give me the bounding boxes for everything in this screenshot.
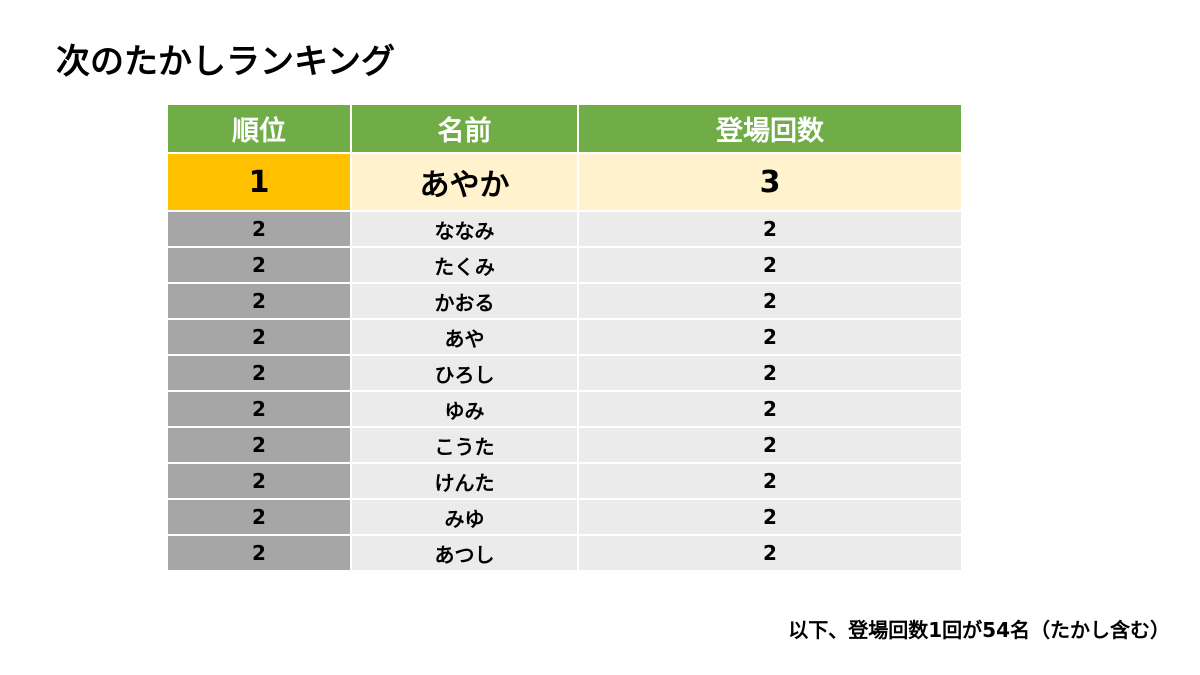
name-cell: こうた (350, 426, 579, 464)
count-cell: 2 (577, 282, 963, 320)
column-header: 名前 (350, 103, 579, 154)
table-row: 2 ゆみ 2 (166, 390, 963, 428)
rank-cell: 1 (166, 152, 352, 212)
name-cell: あやか (350, 152, 579, 212)
table-row: 2 こうた 2 (166, 426, 963, 464)
table-row: 2 たくみ 2 (166, 246, 963, 284)
table-body: 1 あやか 3 2 ななみ 2 2 たくみ 2 2 かおる 2 2 あや 2 2 ひろし 2 2 ゆみ 2 2 こうた 2 2 け… (166, 152, 963, 572)
name-cell: みゆ (350, 498, 579, 536)
table-row: 2 ひろし 2 (166, 354, 963, 392)
table-header: 順位 名前 登場回数 (166, 103, 963, 154)
rank-cell: 2 (166, 534, 352, 572)
table-row: 2 かおる 2 (166, 282, 963, 320)
count-cell: 2 (577, 534, 963, 572)
rank-cell: 2 (166, 282, 352, 320)
count-cell: 2 (577, 210, 963, 248)
name-cell: あや (350, 318, 579, 356)
name-cell: けんた (350, 462, 579, 500)
rank-cell: 2 (166, 354, 352, 392)
name-cell: たくみ (350, 246, 579, 284)
table-row: 2 けんた 2 (166, 462, 963, 500)
rank-cell: 2 (166, 246, 352, 284)
table-row: 2 ななみ 2 (166, 210, 963, 248)
rank-cell: 2 (166, 390, 352, 428)
header-row: 順位 名前 登場回数 (166, 103, 963, 154)
table-row: 1 あやか 3 (166, 152, 963, 212)
ranking-table: 順位 名前 登場回数 1 あやか 3 2 ななみ 2 2 たくみ 2 2 かおる 2 2 あや 2 2 ひろし 2 2 ゆ… (166, 103, 963, 572)
table-row: 2 みゆ 2 (166, 498, 963, 536)
table-row: 2 あや 2 (166, 318, 963, 356)
count-cell: 2 (577, 498, 963, 536)
rank-cell: 2 (166, 210, 352, 248)
rank-cell: 2 (166, 498, 352, 536)
name-cell: ひろし (350, 354, 579, 392)
name-cell: あつし (350, 534, 579, 572)
column-header: 順位 (166, 103, 352, 154)
name-cell: ななみ (350, 210, 579, 248)
column-header: 登場回数 (577, 103, 963, 154)
name-cell: かおる (350, 282, 579, 320)
table-row: 2 あつし 2 (166, 534, 963, 572)
count-cell: 2 (577, 462, 963, 500)
count-cell: 3 (577, 152, 963, 212)
rank-cell: 2 (166, 462, 352, 500)
rank-cell: 2 (166, 426, 352, 464)
count-cell: 2 (577, 354, 963, 392)
count-cell: 2 (577, 426, 963, 464)
count-cell: 2 (577, 246, 963, 284)
count-cell: 2 (577, 318, 963, 356)
footnote: 以下、登場回数1回が54名（たかし含む） (788, 618, 1170, 642)
rank-cell: 2 (166, 318, 352, 356)
name-cell: ゆみ (350, 390, 579, 428)
title: 次のたかしランキング (56, 42, 395, 82)
count-cell: 2 (577, 390, 963, 428)
